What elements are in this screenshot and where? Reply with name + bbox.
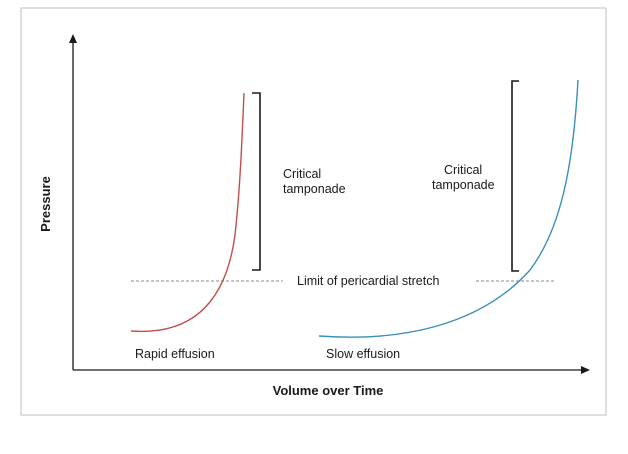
rapid-tamponade-label-line1: Critical <box>283 167 321 181</box>
limit-label: Limit of pericardial stretch <box>297 274 439 288</box>
rapid-effusion-label: Rapid effusion <box>135 347 215 361</box>
slow-tamponade-label-line1: Critical <box>444 163 482 177</box>
slow-tamponade-label-line2: tamponade <box>432 178 495 192</box>
figure-frame <box>20 7 607 416</box>
slow-effusion-curve <box>318 79 579 338</box>
rapid-tamponade-label-line2: tamponade <box>283 182 346 196</box>
x-axis-label: Volume over Time <box>273 383 384 398</box>
slow-tamponade-bracket <box>511 80 519 272</box>
rapid-tamponade-bracket <box>252 92 261 271</box>
y-axis-label: Pressure <box>38 176 53 232</box>
slow-effusion-label: Slow effusion <box>326 347 400 361</box>
rapid-effusion-curve <box>130 92 245 333</box>
